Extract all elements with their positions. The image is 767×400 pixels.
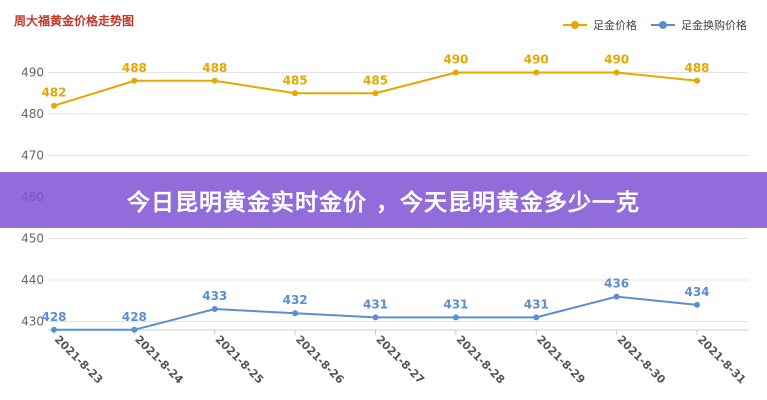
x-tick-label: 2021-8-24 xyxy=(132,333,186,387)
data-point xyxy=(372,314,379,321)
data-label: 490 xyxy=(443,53,468,67)
data-point xyxy=(131,326,138,333)
data-label: 428 xyxy=(122,310,147,324)
x-tick-label: 2021-8-30 xyxy=(615,333,669,387)
data-point xyxy=(372,90,379,97)
y-tick-label: 470 xyxy=(21,149,44,163)
chart-title: 周大福黄金价格走势图 xyxy=(14,13,134,28)
legend-label: 足金价格 xyxy=(593,18,637,32)
legend: 足金价格 足金换购价格 xyxy=(563,18,747,32)
data-point xyxy=(292,310,299,317)
x-tick-label: 2021-8-23 xyxy=(52,333,106,387)
data-point xyxy=(533,314,540,321)
y-tick-label: 480 xyxy=(21,107,44,121)
data-point xyxy=(694,77,700,84)
data-label: 433 xyxy=(202,289,227,303)
x-tick-label: 2021-8-29 xyxy=(534,333,588,387)
data-point xyxy=(292,90,299,97)
data-point xyxy=(452,69,459,76)
legend-label: 足金换购价格 xyxy=(681,18,747,32)
data-point xyxy=(533,69,540,76)
data-point xyxy=(51,102,57,109)
data-label: 436 xyxy=(604,277,629,291)
data-label: 431 xyxy=(363,297,388,311)
data-label: 488 xyxy=(122,61,147,75)
data-label: 485 xyxy=(363,73,388,87)
data-label: 432 xyxy=(283,293,308,307)
x-tick-label: 2021-8-31 xyxy=(695,333,749,387)
y-tick-label: 430 xyxy=(21,315,44,329)
banner-text: 今日昆明黄金实时金价 ，今天昆明黄金多少一克 xyxy=(126,190,640,216)
data-point xyxy=(613,69,620,76)
y-tick-label: 450 xyxy=(21,232,44,246)
data-label: 490 xyxy=(524,53,549,67)
data-point xyxy=(452,314,459,321)
x-tick-label: 2021-8-28 xyxy=(454,333,508,387)
x-axis: 2021-8-23 2021-8-24 2021-8-25 2021-8-26 2021… xyxy=(48,329,749,387)
data-point xyxy=(51,326,57,333)
legend-marker xyxy=(659,21,667,29)
legend-marker xyxy=(571,21,579,29)
data-label: 428 xyxy=(41,310,66,324)
data-point xyxy=(211,306,218,313)
data-point xyxy=(694,301,700,308)
y-tick-label: 490 xyxy=(21,66,44,80)
x-tick-label: 2021-8-25 xyxy=(213,333,267,387)
data-label: 431 xyxy=(443,297,468,311)
x-tick-label: 2021-8-27 xyxy=(373,333,427,387)
title-banner: 今日昆明黄金实时金价 ，今天昆明黄金多少一克 xyxy=(0,172,767,228)
data-point xyxy=(131,77,138,84)
data-point xyxy=(613,293,620,300)
data-label: 488 xyxy=(684,61,709,75)
y-tick-label: 440 xyxy=(21,273,44,287)
data-label: 431 xyxy=(524,297,549,311)
data-label: 485 xyxy=(283,73,308,87)
series-layer: 482 488 488 485 485 490 490 490 488 428 428 433 432 4… xyxy=(41,53,710,333)
data-label: 434 xyxy=(684,285,709,299)
data-label: 482 xyxy=(41,86,66,100)
data-label: 488 xyxy=(202,61,227,75)
data-label: 490 xyxy=(604,53,629,67)
x-tick-label: 2021-8-26 xyxy=(293,333,347,387)
data-point xyxy=(211,77,218,84)
